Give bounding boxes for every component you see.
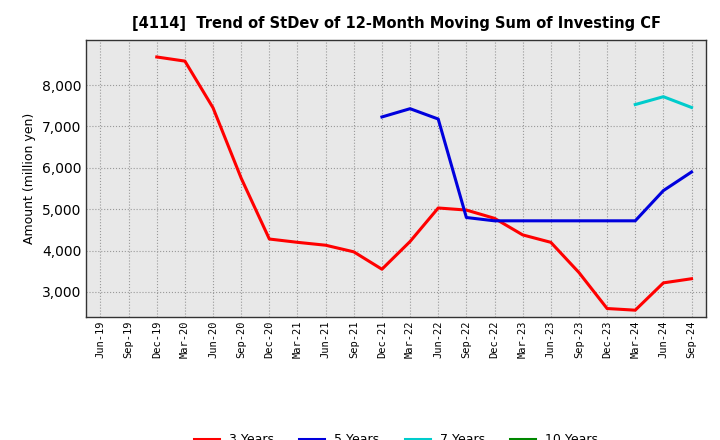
Legend: 3 Years, 5 Years, 7 Years, 10 Years: 3 Years, 5 Years, 7 Years, 10 Years — [189, 429, 603, 440]
3 Years — [209, 105, 217, 110]
5 Years — [490, 218, 499, 224]
7 Years — [631, 102, 639, 107]
3 Years — [237, 176, 246, 181]
5 Years — [406, 106, 415, 111]
3 Years — [293, 240, 302, 245]
5 Years — [518, 218, 527, 224]
Y-axis label: Amount (million yen): Amount (million yen) — [24, 113, 37, 244]
Line: 5 Years: 5 Years — [382, 109, 691, 221]
3 Years — [462, 207, 471, 213]
5 Years — [434, 117, 443, 122]
3 Years — [181, 59, 189, 64]
3 Years — [321, 242, 330, 248]
3 Years — [490, 216, 499, 221]
3 Years — [603, 306, 611, 311]
3 Years — [546, 240, 555, 245]
3 Years — [575, 270, 583, 275]
5 Years — [603, 218, 611, 224]
5 Years — [546, 218, 555, 224]
Line: 3 Years: 3 Years — [157, 57, 691, 310]
5 Years — [575, 218, 583, 224]
5 Years — [462, 215, 471, 220]
3 Years — [349, 249, 358, 254]
5 Years — [377, 114, 386, 120]
3 Years — [518, 232, 527, 238]
3 Years — [406, 239, 415, 244]
5 Years — [659, 188, 667, 193]
3 Years — [687, 276, 696, 281]
3 Years — [377, 267, 386, 272]
3 Years — [659, 280, 667, 286]
3 Years — [631, 308, 639, 313]
5 Years — [687, 169, 696, 175]
Title: [4114]  Trend of StDev of 12-Month Moving Sum of Investing CF: [4114] Trend of StDev of 12-Month Moving… — [132, 16, 660, 32]
7 Years — [687, 105, 696, 110]
7 Years — [659, 94, 667, 99]
Line: 7 Years: 7 Years — [635, 97, 691, 107]
3 Years — [153, 54, 161, 59]
3 Years — [265, 236, 274, 242]
5 Years — [631, 218, 639, 224]
3 Years — [434, 205, 443, 211]
